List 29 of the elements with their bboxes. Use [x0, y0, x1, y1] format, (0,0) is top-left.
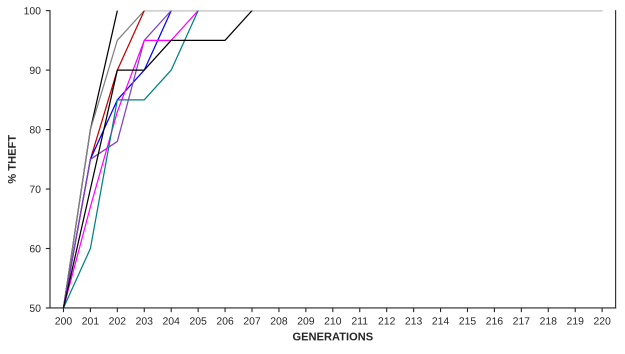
y-tick-label: 90	[30, 66, 41, 74]
x-tick-label: 210	[324, 317, 342, 325]
y-tick-label: 100	[24, 7, 41, 14]
x-tick-label: 209	[298, 317, 314, 325]
x-tick-label: 204	[163, 317, 180, 325]
x-tick-label: 216	[486, 317, 503, 325]
x-tick-label: 214	[432, 317, 449, 325]
y-tick-label: 60	[30, 245, 41, 252]
x-tick-label: 212	[378, 317, 395, 325]
x-tick-label: 201	[82, 317, 99, 325]
x-tick-label: 207	[244, 317, 260, 325]
x-tick-label: 205	[190, 317, 206, 325]
x-tick-label: 202	[109, 317, 126, 325]
x-tick-label: 206	[216, 317, 234, 325]
y-tick-label: 70	[30, 186, 41, 193]
x-tick-label: 200	[55, 317, 72, 325]
x-tick-label: 220	[594, 317, 610, 325]
y-tick-label: 50	[30, 304, 41, 312]
x-tick-label: 215	[459, 317, 476, 325]
x-tick-label: 211	[352, 317, 368, 325]
x-tick-label: 217	[513, 317, 530, 325]
x-tick-label: 203	[136, 317, 153, 325]
x-tick-label: 208	[270, 317, 288, 325]
x-axis-title: GENERATIONS	[292, 332, 373, 340]
x-tick-label: 219	[567, 317, 584, 325]
y-tick-label: 80	[30, 126, 41, 134]
x-tick-label: 218	[540, 317, 557, 325]
y-axis-title: % THEFT	[8, 135, 16, 184]
x-tick-label: 213	[405, 317, 422, 325]
